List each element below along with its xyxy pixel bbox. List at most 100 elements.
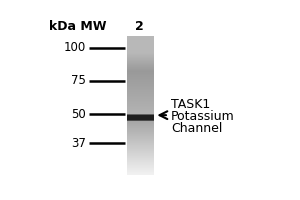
Bar	[127, 73, 154, 74]
Text: Potassium: Potassium	[171, 110, 235, 123]
Bar	[127, 173, 154, 174]
Bar	[127, 117, 154, 118]
Bar	[127, 57, 154, 58]
Bar	[127, 171, 154, 172]
Bar	[127, 121, 154, 122]
Bar	[127, 136, 154, 137]
Bar	[127, 74, 154, 75]
Bar	[127, 153, 154, 154]
Bar	[127, 87, 154, 88]
Bar	[127, 61, 154, 62]
Bar	[127, 155, 154, 156]
Bar	[127, 83, 154, 84]
Bar	[127, 56, 154, 57]
Bar	[127, 92, 154, 93]
Bar	[127, 89, 154, 90]
Bar	[127, 128, 154, 129]
Bar	[127, 106, 154, 107]
Bar	[127, 165, 154, 166]
Bar	[127, 95, 154, 96]
Bar	[127, 119, 154, 120]
Bar	[127, 118, 154, 119]
Bar	[127, 90, 154, 91]
Bar	[127, 137, 154, 138]
Bar	[127, 72, 154, 73]
Bar	[127, 125, 154, 126]
Bar	[127, 65, 154, 66]
Bar	[127, 107, 154, 108]
Bar	[127, 91, 154, 92]
Bar	[127, 36, 154, 37]
Bar	[127, 90, 154, 91]
Bar	[127, 103, 154, 104]
Bar	[127, 135, 154, 136]
Bar	[127, 68, 154, 69]
Bar	[127, 160, 154, 161]
Bar	[127, 162, 154, 163]
Bar	[127, 110, 154, 111]
Bar	[127, 63, 154, 64]
Bar	[127, 47, 154, 48]
Bar	[127, 126, 154, 127]
Bar	[127, 75, 154, 76]
Bar	[127, 81, 154, 82]
Bar	[127, 55, 154, 56]
Bar	[127, 138, 154, 139]
Bar	[127, 154, 154, 155]
Bar	[127, 116, 154, 117]
Bar	[127, 163, 154, 164]
Bar	[127, 170, 154, 171]
Bar	[127, 152, 154, 153]
Bar	[127, 50, 154, 51]
Bar	[127, 171, 154, 172]
Bar	[127, 125, 154, 126]
Bar	[127, 47, 154, 48]
Bar	[127, 66, 154, 67]
Bar	[127, 70, 154, 71]
Bar	[127, 174, 154, 175]
Bar	[127, 169, 154, 170]
Bar	[127, 100, 154, 101]
Bar	[127, 153, 154, 154]
Text: 2: 2	[135, 20, 144, 33]
Text: 75: 75	[71, 74, 86, 87]
Bar	[127, 96, 154, 97]
Bar	[127, 134, 154, 135]
Bar	[127, 170, 154, 171]
Bar	[127, 131, 154, 132]
Bar	[127, 140, 154, 141]
Bar	[127, 117, 154, 118]
Bar	[127, 169, 154, 170]
Bar	[127, 152, 154, 153]
Bar	[127, 154, 154, 155]
Text: kDa MW: kDa MW	[50, 20, 107, 33]
Bar	[127, 59, 154, 60]
Bar	[127, 136, 154, 137]
Bar	[127, 99, 154, 100]
Bar	[127, 39, 154, 40]
Bar	[127, 112, 154, 113]
Bar	[127, 168, 154, 169]
Bar	[127, 46, 154, 47]
Bar	[127, 148, 154, 149]
Bar	[127, 57, 154, 58]
Bar	[127, 120, 154, 121]
Bar	[127, 167, 154, 168]
Bar	[127, 52, 154, 53]
Text: 100: 100	[64, 41, 86, 54]
Bar	[127, 123, 154, 124]
Bar	[127, 144, 154, 145]
Bar	[127, 92, 154, 93]
Bar	[127, 163, 154, 164]
Bar	[127, 74, 154, 75]
Bar	[127, 66, 154, 67]
Bar	[127, 38, 154, 39]
Bar	[127, 69, 154, 70]
Bar	[127, 93, 154, 94]
Bar	[127, 39, 154, 40]
Bar	[127, 126, 154, 127]
Bar	[127, 115, 154, 116]
Bar	[127, 62, 154, 63]
Bar	[127, 100, 154, 101]
Bar	[127, 42, 154, 43]
